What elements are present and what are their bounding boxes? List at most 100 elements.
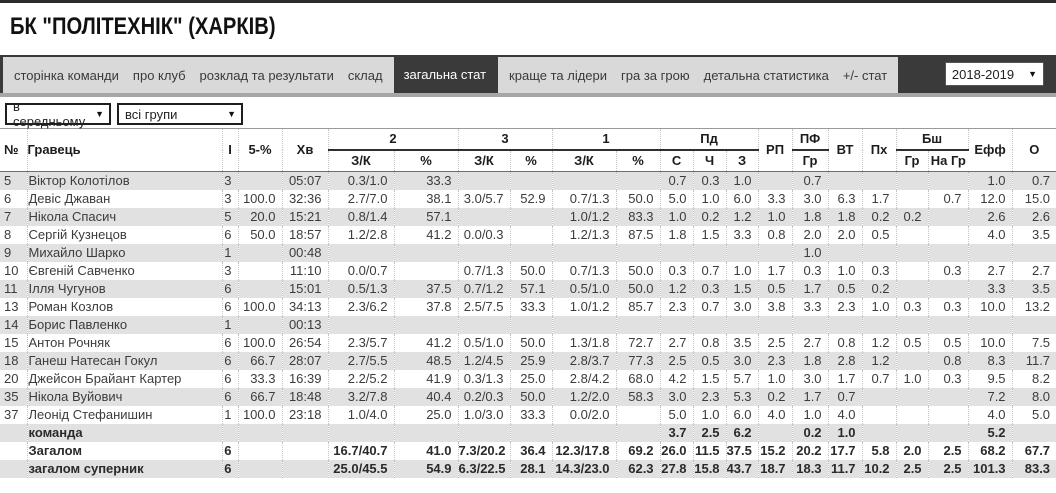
cell-2pt-zk — [328, 424, 395, 442]
mode-select[interactable]: в середньому ▼ — [5, 99, 111, 129]
cell-blocks-na-gr: 0.3 — [928, 298, 969, 316]
cell-min: 00:48 — [282, 244, 329, 262]
nav-tab[interactable]: сторінка команди — [14, 67, 119, 83]
cell-player-name[interactable]: Нікола Спасич — [27, 208, 223, 226]
cell-2pt-pct: 33.3 — [394, 171, 459, 190]
cell-1pt-zk: 1.0/1.2 — [552, 298, 617, 316]
cell-five-pct: 100.0 — [238, 406, 283, 424]
cell-fouls-gr: 3.0 — [792, 370, 829, 388]
cell-ph — [862, 171, 897, 190]
cell-3pt-pct: 33.3 — [510, 298, 553, 316]
nav-tab[interactable]: про клуб — [132, 67, 186, 83]
table-row: команда 3.7 2.5 6.2 0.2 1.0 5.2 — [0, 424, 1056, 442]
cell-blocks-na-gr — [928, 280, 969, 298]
cell-player-name[interactable]: Сергій Кузнецов — [27, 226, 223, 244]
nav-tab[interactable]: +/- стат — [842, 67, 888, 83]
cell-2pt-zk — [328, 244, 395, 262]
cell-fouls-gr: 3.0 — [792, 190, 829, 208]
cell-rp — [758, 171, 793, 190]
cell-vt: 0.7 — [828, 388, 863, 406]
cell-1pt-pct: 85.7 — [616, 298, 661, 316]
cell-1pt-pct: 69.2 — [616, 442, 661, 460]
cell-ph — [862, 244, 897, 262]
season-select[interactable]: 2018-2019 ▼ — [944, 62, 1044, 86]
cell-eff — [968, 244, 1013, 262]
cell-2pt-pct: 48.5 — [394, 352, 459, 370]
cell-1pt-zk: 2.8/3.7 — [552, 352, 617, 370]
cell-player-name[interactable]: Девіс Джаван — [27, 190, 223, 208]
cell-2pt-pct: 41.2 — [394, 226, 459, 244]
col-header-fouls-gr: Гр — [792, 150, 829, 172]
cell-games: 3 — [222, 171, 239, 190]
cell-player-name[interactable]: Нікола Вуйович — [27, 388, 223, 406]
cell-blocks-gr — [896, 171, 929, 190]
nav-tab-active[interactable]: загальна стат — [403, 66, 487, 82]
cell-reb-s: 0.3 — [660, 262, 694, 280]
cell-eff — [968, 316, 1013, 334]
cell-fouls-gr: 1.8 — [792, 208, 829, 226]
cell-o — [1012, 244, 1056, 262]
page-title: БК "ПОЛІТЕХНІК" (ХАРКІВ) — [10, 13, 276, 40]
cell-games: 5 — [222, 208, 239, 226]
nav-tab[interactable]: краще та лідери — [509, 67, 608, 83]
cell-3pt-zk: 0.3/1.3 — [458, 370, 511, 388]
nav-tab[interactable]: розклад та результати — [199, 67, 334, 83]
cell-games: 6 — [222, 334, 239, 352]
cell-rp: 0.2 — [758, 388, 793, 406]
cell-games: 6 — [222, 280, 239, 298]
cell-player-name[interactable]: Джейсон Брайант Картер — [27, 370, 223, 388]
cell-min: 26:54 — [282, 334, 329, 352]
cell-reb-ch: 0.3 — [693, 171, 727, 190]
cell-reb-ch: 0.3 — [693, 280, 727, 298]
cell-2pt-zk: 2.3/6.2 — [328, 298, 395, 316]
cell-player-name[interactable]: Антон Рочняк — [27, 334, 223, 352]
mode-select-value: в середньому — [13, 99, 86, 129]
cell-1pt-zk: 12.3/17.8 — [552, 442, 617, 460]
cell-o: 8.0 — [1031, 389, 1051, 404]
cell-fouls-gr: 0.3 — [792, 262, 829, 280]
cell-3pt-pct — [510, 424, 553, 442]
cell-1pt-pct — [616, 406, 661, 424]
cell-games: 3 — [222, 190, 239, 208]
col-header-games: І — [222, 128, 239, 172]
cell-five-pct — [238, 244, 283, 262]
cell-player-name[interactable]: Леонід Стефанишин — [27, 406, 223, 424]
cell-min: 15:01 — [282, 280, 329, 298]
cell-player-name[interactable]: Віктор Колотілов — [27, 171, 223, 190]
cell-games: 1 — [222, 316, 239, 334]
cell-player-name[interactable]: Ганеш Натесан Гокул — [27, 352, 223, 370]
cell-five-pct: 33.3 — [238, 370, 283, 388]
cell-reb-ch: 1.0 — [693, 406, 727, 424]
cell-five-pct — [238, 424, 283, 442]
cell-1pt-pct: 62.3 — [616, 460, 661, 478]
group-select[interactable]: всі групи ▼ — [117, 103, 243, 125]
cell-o: 2.7 — [1031, 263, 1051, 278]
cell-reb-s — [660, 244, 694, 262]
cell-min: 34:13 — [282, 298, 329, 316]
cell-player-name[interactable]: Роман Козлов — [27, 298, 223, 316]
table-row: 15 Антон Рочняк 6 100.0 26:54 2.3/5.7 41… — [0, 334, 1056, 352]
nav-tab[interactable]: склад — [347, 67, 383, 83]
cell-ph: 10.2 — [862, 460, 897, 478]
cell-o — [1012, 424, 1056, 442]
cell-vt — [828, 171, 863, 190]
cell-blocks-gr: 1.0 — [896, 370, 929, 388]
cell-reb-z: 43.7 — [726, 460, 759, 478]
cell-blocks-gr — [896, 280, 929, 298]
nav-tab[interactable]: детальна статистика — [703, 67, 829, 83]
cell-reb-s: 3.7 — [660, 424, 694, 442]
cell-player-name[interactable]: Борис Павленко — [27, 316, 223, 334]
cell-3pt-pct: 28.1 — [510, 460, 553, 478]
nav-tab[interactable]: гра за грою — [621, 67, 690, 83]
col-header-reb-s: С — [660, 150, 694, 172]
cell-eff: 10.0 — [968, 298, 1013, 316]
cell-player-name[interactable]: Євгеній Савченко — [27, 262, 223, 280]
cell-vt — [828, 244, 863, 262]
cell-player-name[interactable]: Михайло Шарко — [27, 244, 223, 262]
cell-fouls-gr: 18.3 — [792, 460, 829, 478]
cell-vt: 1.8 — [828, 208, 863, 226]
cell-3pt-zk: 0.2/0.3 — [458, 388, 511, 406]
cell-o: 67.7 — [1024, 443, 1051, 458]
cell-eff: 4.0 — [968, 226, 1013, 244]
cell-player-name[interactable]: Ілля Чугунов — [27, 280, 223, 298]
